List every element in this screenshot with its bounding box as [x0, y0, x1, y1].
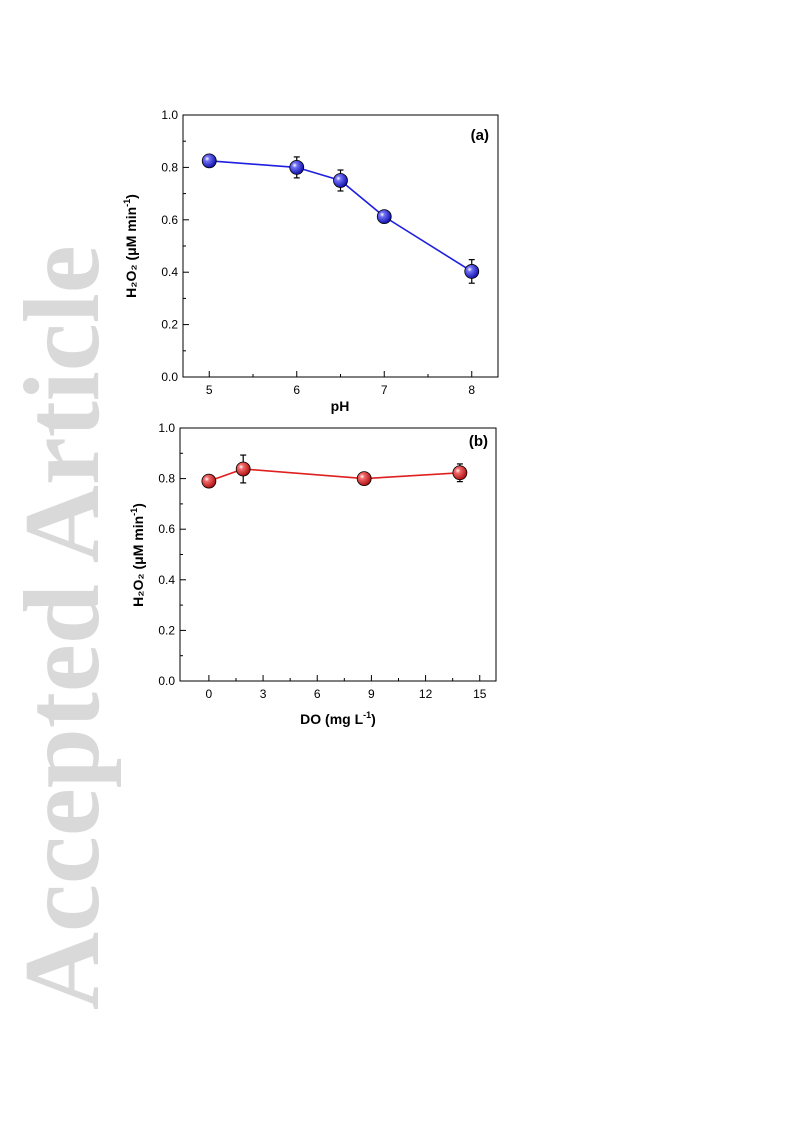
x-tick-label-b-3: 9	[368, 687, 375, 701]
y-tick-label-a-5: 1.0	[161, 108, 178, 122]
y-tick-label-b-4: 0.8	[158, 472, 175, 486]
series-line-b	[208, 468, 460, 482]
panel-label-a: (a)	[471, 127, 489, 144]
y-axis-label-b-sup: -1	[129, 508, 139, 516]
data-point-b-1	[235, 454, 251, 484]
plot-frame-b	[179, 427, 497, 682]
x-tick-label-a-2: 7	[381, 383, 388, 397]
marker-a-2	[333, 173, 348, 188]
x-tick-label-b-2: 6	[314, 687, 321, 701]
y-tick-label-a-1: 0.2	[161, 318, 178, 332]
y-axis-label-b: H₂O₂ (μM min-1)	[129, 503, 146, 607]
x-axis-label-b-main: DO (mg L	[300, 711, 363, 727]
chart-panel-a: 5 6 7 8 0.0 0.2 0.4 0.6 0.8 1.0 (a) pH H₂O₂ (μM m…	[122, 108, 499, 414]
y-tick-label-a-4: 0.8	[161, 160, 178, 174]
y-axis-label-a: H₂O₂ (μM min-1)	[122, 194, 139, 298]
y-axis-label-a-close: )	[123, 194, 139, 199]
y-tick-label-b-5: 1.0	[158, 421, 175, 435]
x-tick-label-b-4: 12	[419, 687, 433, 701]
x-axis-label-b: DO (mg L-1)	[300, 710, 376, 727]
x-tick-label-b-5: 15	[473, 687, 487, 701]
panel-label-b: (b)	[469, 433, 488, 450]
data-point-a-0	[201, 153, 217, 169]
x-tick-label-a-3: 8	[468, 383, 475, 397]
x-axis-label-a: pH	[331, 398, 350, 414]
marker-b-1	[235, 461, 251, 477]
y-tick-label-b-0: 0.0	[158, 674, 175, 688]
chart-panel-b: 0 3 6 9 12 150.00.20.40.60.81.0 (b) DO (mg L-…	[129, 421, 497, 727]
axes-a: 5 6 7 8 0.0 0.2 0.4 0.6 0.8 1.0	[161, 108, 475, 397]
data-point-a-4	[464, 259, 480, 284]
marker-a-3	[376, 209, 392, 225]
y-axis-label-b-main: H₂O₂ (μM min	[130, 516, 146, 607]
marker-b-3	[452, 465, 468, 481]
plot-frame-a	[182, 114, 499, 378]
x-tick-label-b-1: 3	[260, 687, 267, 701]
data-point-a-3	[376, 209, 392, 225]
y-tick-label-a-0: 0.0	[161, 370, 178, 384]
watermark-text: Accepted Article	[3, 245, 122, 1010]
marker-a-1	[289, 159, 305, 175]
y-tick-label-a-2: 0.4	[161, 265, 178, 279]
series-a	[201, 153, 480, 284]
data-point-a-2	[333, 169, 348, 192]
y-axis-label-a-main: H₂O₂ (μM min	[123, 207, 139, 298]
axes-b: 0 3 6 9 12 15 0.0 0.2 0.4 0.6 0.8 1.0	[158, 421, 486, 701]
y-tick-label-b-2: 0.4	[158, 573, 175, 587]
data-point-b-3	[452, 463, 468, 483]
series-b	[201, 454, 468, 489]
x-axis-label-b-close: )	[371, 711, 376, 727]
x-tick-label-a-0: 5	[206, 383, 213, 397]
y-tick-label-a-3: 0.6	[161, 213, 178, 227]
x-tick-label-b-0: 0	[206, 687, 213, 701]
y-tick-label-b-3: 0.6	[158, 522, 175, 536]
marker-b-0	[201, 473, 217, 489]
y-tick-label-b-1: 0.2	[158, 623, 175, 637]
data-point-b-2	[356, 471, 372, 487]
x-axis-label-b-sup: -1	[363, 710, 371, 720]
marker-a-4	[464, 264, 480, 279]
y-axis-label-b-close: )	[130, 503, 146, 508]
data-point-a-1	[289, 156, 305, 179]
marker-b-2	[356, 471, 372, 487]
x-tick-label-a-1: 6	[293, 383, 300, 397]
marker-a-0	[201, 153, 217, 169]
y-axis-label-a-sup: -1	[122, 199, 132, 207]
data-point-b-0	[201, 473, 217, 489]
